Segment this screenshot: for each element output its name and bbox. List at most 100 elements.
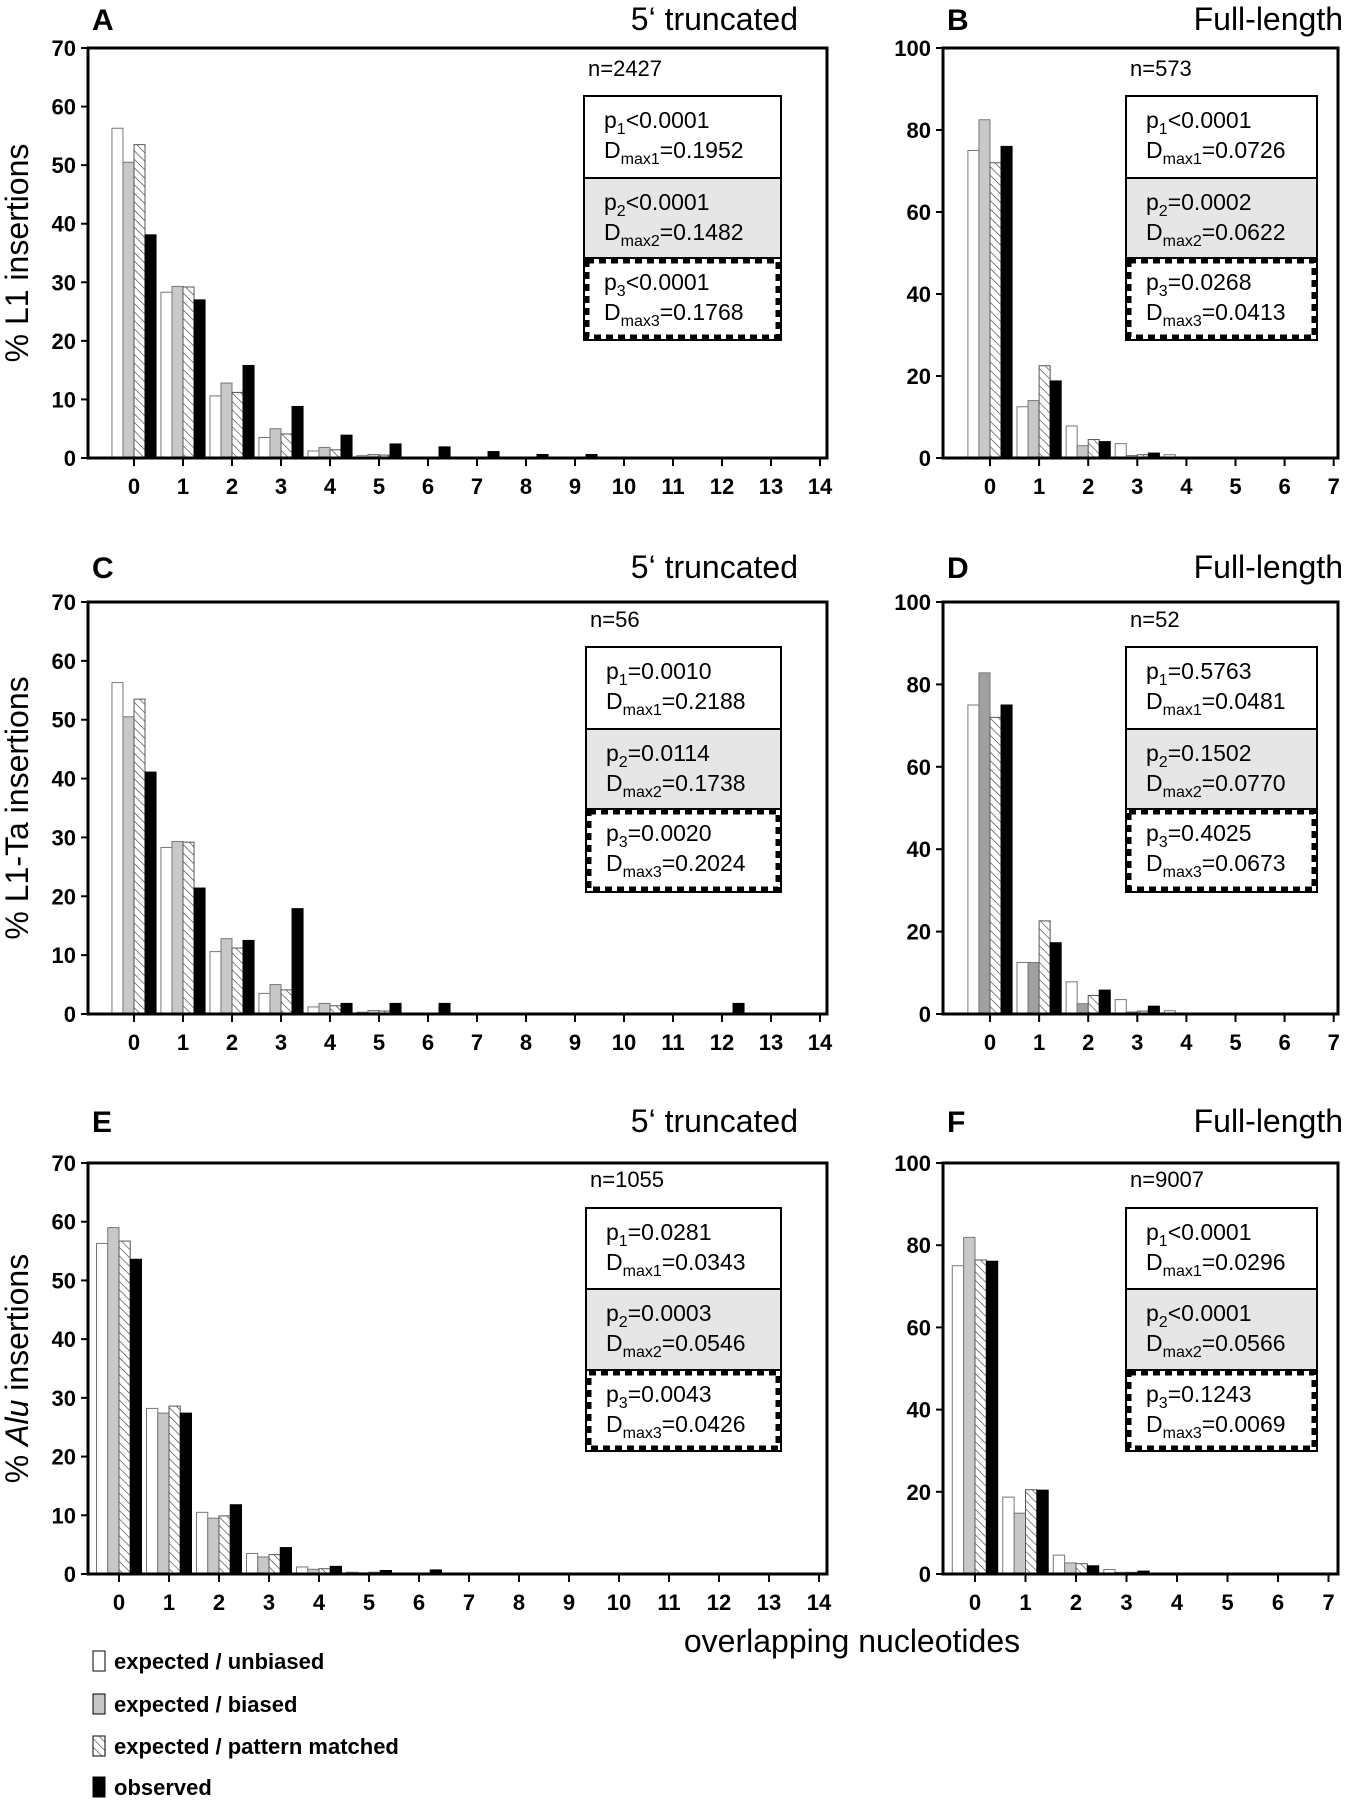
stats-cell-dashed-border [1126, 1370, 1317, 1451]
y-tick-label: 70 [52, 36, 76, 61]
sample-size: n=2427 [588, 56, 662, 81]
bar [1002, 1496, 1015, 1575]
d-subscript: max2 [1163, 233, 1202, 250]
panel-title: 5‘ truncated [631, 549, 798, 585]
stats-cell-dashed-border [1126, 809, 1317, 892]
bar [220, 382, 233, 459]
sample-size: n=1055 [590, 1167, 664, 1192]
d-subscript: max1 [1163, 702, 1202, 719]
p-symbol: p [606, 1381, 619, 1407]
p-value: p1=0.0281 [606, 1219, 711, 1250]
y-tick-label: 60 [52, 95, 76, 120]
y-tick-label: 60 [907, 1315, 931, 1340]
bar [111, 127, 124, 459]
p-value: p1<0.0001 [604, 107, 709, 138]
panels: A 5‘ truncated% L1 insertions010203040506… [0, 1, 1343, 1615]
legend-entry: expected / pattern matched [92, 1734, 399, 1759]
bar [1038, 365, 1051, 459]
bar [196, 1511, 209, 1575]
x-tick-label: 0 [128, 474, 140, 499]
x-tick-label: 1 [1033, 1030, 1045, 1055]
legend-label: expected / unbiased [114, 1649, 324, 1674]
dmax-value: Dmax3=0.2024 [606, 850, 746, 881]
bar [257, 1556, 270, 1575]
d-subscript: max2 [1163, 784, 1202, 801]
dmax-value: Dmax1=0.0296 [1146, 1249, 1286, 1280]
dmax-value-text: =0.0413 [1202, 299, 1286, 325]
bar [218, 1515, 231, 1575]
stats-cell [1125, 728, 1318, 810]
x-tick-label: 14 [808, 474, 833, 499]
x-tick-label: 12 [707, 1590, 731, 1615]
dmax-value-text: =0.0343 [662, 1249, 746, 1275]
bar [179, 1412, 192, 1575]
legend-label: observed [114, 1775, 212, 1800]
d-symbol: D [1146, 1330, 1163, 1356]
bar [1016, 406, 1029, 459]
y-tick-label: 50 [52, 153, 76, 178]
d-subscript: max1 [623, 1263, 662, 1280]
d-symbol: D [606, 850, 623, 876]
bar [974, 1259, 987, 1575]
p-value: p2=0.0003 [606, 1300, 711, 1331]
x-tick-label: 4 [324, 474, 337, 499]
bar [207, 1517, 220, 1575]
dmax-value-text: =0.1482 [660, 219, 744, 245]
bar [229, 1504, 242, 1575]
bar [157, 1412, 170, 1575]
x-tick-label: 5 [1229, 474, 1241, 499]
bar [1000, 145, 1013, 459]
p-subscript: 3 [1159, 1395, 1168, 1412]
bar [144, 771, 157, 1015]
y-tick-label: 10 [52, 1503, 76, 1528]
p-subscript: 3 [619, 1395, 628, 1412]
x-tick-label: 8 [520, 1030, 532, 1055]
y-axis-label: % Alu insertions [0, 1254, 35, 1483]
d-symbol: D [606, 688, 623, 714]
bar [291, 405, 304, 459]
bar [967, 150, 980, 459]
bar [242, 364, 255, 459]
dmax-value-text: =0.0546 [662, 1330, 746, 1356]
x-tick-label: 7 [1328, 474, 1340, 499]
p-value: p3<0.0001 [604, 269, 709, 300]
bar [985, 1260, 999, 1575]
bar [209, 951, 222, 1015]
bar [258, 992, 271, 1015]
x-tick-label: 11 [657, 1590, 680, 1615]
x-tick-label: 5 [1221, 1590, 1233, 1615]
legend-swatch [92, 1776, 106, 1798]
p-subscript: 1 [619, 672, 628, 689]
bar [1013, 1512, 1027, 1575]
bar [989, 162, 1002, 459]
p-subscript: 3 [617, 283, 626, 300]
bar [1087, 439, 1100, 459]
bar [291, 908, 304, 1015]
dmax-value-text: =0.1768 [660, 299, 744, 325]
p-symbol: p [606, 1300, 619, 1326]
p-subscript: 1 [619, 1233, 628, 1250]
bar [1052, 1554, 1066, 1575]
panel-letter: A [92, 4, 114, 37]
y-tick-label: 100 [894, 590, 931, 615]
y-tick-label: 30 [52, 270, 76, 295]
p-value-text: <0.0001 [1168, 1219, 1252, 1245]
panel-letter: D [947, 552, 969, 585]
x-tick-label: 14 [808, 1030, 833, 1055]
bar [242, 939, 255, 1015]
sample-size: n=56 [590, 607, 640, 632]
d-symbol: D [606, 770, 623, 796]
y-tick-label: 70 [52, 590, 76, 615]
dmax-value-text: =0.0426 [662, 1411, 746, 1437]
d-symbol: D [1146, 1249, 1163, 1275]
y-axis-label-text: % L1 insertions [0, 144, 35, 363]
y-axis-label-italic: Alu [0, 1399, 35, 1447]
stats-cell [1125, 1369, 1318, 1452]
bar [280, 989, 293, 1015]
y-tick-label: 20 [907, 364, 931, 389]
d-subscript: max2 [1163, 1344, 1202, 1361]
